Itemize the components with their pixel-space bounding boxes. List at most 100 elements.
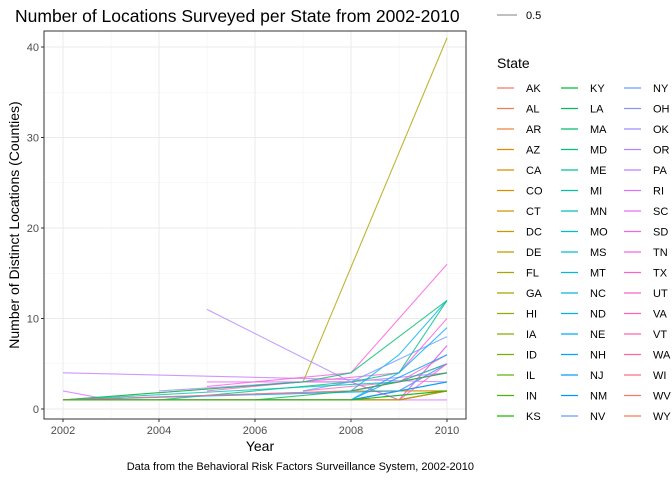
legend-label: AR bbox=[526, 124, 541, 136]
x-tick-label: 2010 bbox=[435, 425, 459, 437]
legend-label: MN bbox=[590, 206, 607, 218]
legend-item-ct: CT bbox=[497, 206, 541, 218]
legend-label: NM bbox=[590, 391, 607, 403]
legend-item-oh: OH bbox=[624, 104, 670, 116]
legend-label: CA bbox=[526, 165, 542, 177]
legend-item-fl: FL bbox=[497, 268, 539, 280]
legend-item-mo: MO bbox=[561, 227, 608, 239]
series-lines bbox=[62, 37, 448, 401]
legend-item-la: LA bbox=[561, 104, 604, 116]
legend-item-co: CO bbox=[497, 186, 543, 198]
legend-label: FL bbox=[526, 268, 539, 280]
legend-label: GA bbox=[526, 288, 543, 300]
legend-item-ms: MS bbox=[561, 247, 607, 259]
y-tick-label: 0 bbox=[33, 404, 39, 416]
size-legend-label: 0.5 bbox=[526, 10, 541, 22]
legend-label: WY bbox=[653, 411, 671, 423]
series-line-ks bbox=[63, 390, 448, 401]
legend-label: WI bbox=[653, 370, 666, 382]
legend-label: ND bbox=[590, 309, 606, 321]
x-tick-label: 2004 bbox=[147, 425, 171, 437]
legend-item-mi: MI bbox=[561, 186, 602, 198]
legend-item-ar: AR bbox=[497, 124, 541, 136]
legend-label: KY bbox=[590, 83, 605, 95]
legend-item-ky: KY bbox=[561, 83, 605, 95]
legend-label: NV bbox=[590, 411, 606, 423]
legend-label: NE bbox=[590, 329, 605, 341]
series-line-la bbox=[254, 372, 448, 401]
legend-label: NY bbox=[653, 83, 669, 95]
y-tick-label: 10 bbox=[27, 314, 39, 326]
legend-item-id: ID bbox=[497, 350, 537, 362]
y-tick-label: 20 bbox=[27, 223, 39, 235]
legend-label: MO bbox=[590, 227, 608, 239]
series-line-ny bbox=[302, 336, 448, 392]
legend-item-ks: KS bbox=[497, 411, 541, 423]
legend-label: SC bbox=[653, 206, 668, 218]
x-tick-label: 2008 bbox=[339, 425, 363, 437]
legend-label: PA bbox=[653, 165, 668, 177]
grid-major bbox=[44, 31, 466, 419]
legend-label: MA bbox=[590, 124, 607, 136]
legend-label: OK bbox=[653, 124, 670, 136]
legend-label: CT bbox=[526, 206, 541, 218]
legend-label: ID bbox=[526, 350, 537, 362]
legend-item-ne: NE bbox=[561, 329, 605, 341]
legend-label: NH bbox=[590, 350, 606, 362]
legend-item-il: IL bbox=[497, 370, 535, 382]
legend-label: VT bbox=[653, 329, 667, 341]
legend-label: DC bbox=[526, 227, 542, 239]
legend-item-ok: OK bbox=[624, 124, 670, 136]
x-tick-label: 2006 bbox=[243, 425, 267, 437]
legend-label: AZ bbox=[526, 145, 540, 157]
x-axis: 2002 2004 2006 2008 2010 bbox=[51, 419, 459, 437]
legend-item-sc: SC bbox=[624, 206, 668, 218]
legend-label: IL bbox=[526, 370, 535, 382]
legend-label: OH bbox=[653, 104, 670, 116]
legend-item-pa: PA bbox=[624, 165, 668, 177]
legend-label: WA bbox=[653, 350, 671, 362]
legend-item-ak: AK bbox=[497, 83, 541, 95]
legend-item-wa: WA bbox=[624, 350, 671, 362]
legend-label: AK bbox=[526, 83, 541, 95]
legend-label: NC bbox=[590, 288, 606, 300]
legend-item-me: ME bbox=[561, 165, 607, 177]
series-line-pa bbox=[62, 372, 448, 383]
legend-item-ny: NY bbox=[624, 83, 669, 95]
legend-label: SD bbox=[653, 227, 668, 239]
legend-item-dc: DC bbox=[497, 227, 542, 239]
legend-label: OR bbox=[653, 145, 670, 157]
legend-label: LA bbox=[590, 104, 604, 116]
legend-item-de: DE bbox=[497, 247, 541, 259]
legend-item-vt: VT bbox=[624, 329, 667, 341]
legend-item-al: AL bbox=[497, 104, 539, 116]
legend-item-ri: RI bbox=[624, 186, 664, 198]
legend-item-mt: MT bbox=[561, 268, 606, 280]
legend-label: VA bbox=[653, 309, 668, 321]
legend-item-nm: NM bbox=[561, 391, 607, 403]
legend-item-nj: NJ bbox=[561, 370, 603, 382]
legend-label: ME bbox=[590, 165, 607, 177]
x-axis-label: Year bbox=[246, 438, 275, 454]
legend-item-or: OR bbox=[624, 145, 670, 157]
legend-label: MT bbox=[590, 268, 606, 280]
legend-item-nv: NV bbox=[561, 411, 606, 423]
legend-label: TN bbox=[653, 247, 668, 259]
series-line-ma bbox=[62, 299, 448, 401]
legend-label: TX bbox=[653, 268, 668, 280]
legend-label: MS bbox=[590, 247, 607, 259]
legend-label: KS bbox=[526, 411, 541, 423]
legend-label: NJ bbox=[590, 370, 603, 382]
series-line-nm bbox=[350, 381, 448, 401]
y-tick-label: 40 bbox=[27, 42, 39, 54]
y-axis: 0 10 20 30 40 bbox=[27, 42, 44, 416]
legend-item-ga: GA bbox=[497, 288, 543, 300]
legend-item-ia: IA bbox=[497, 329, 537, 341]
legend-item-ut: UT bbox=[624, 288, 668, 300]
legend-label: MD bbox=[590, 145, 607, 157]
legend-item-tn: TN bbox=[624, 247, 668, 259]
legend-item-hi: HI bbox=[497, 309, 537, 321]
legend-item-wv: WV bbox=[624, 391, 671, 403]
legend-label: CO bbox=[526, 186, 543, 198]
